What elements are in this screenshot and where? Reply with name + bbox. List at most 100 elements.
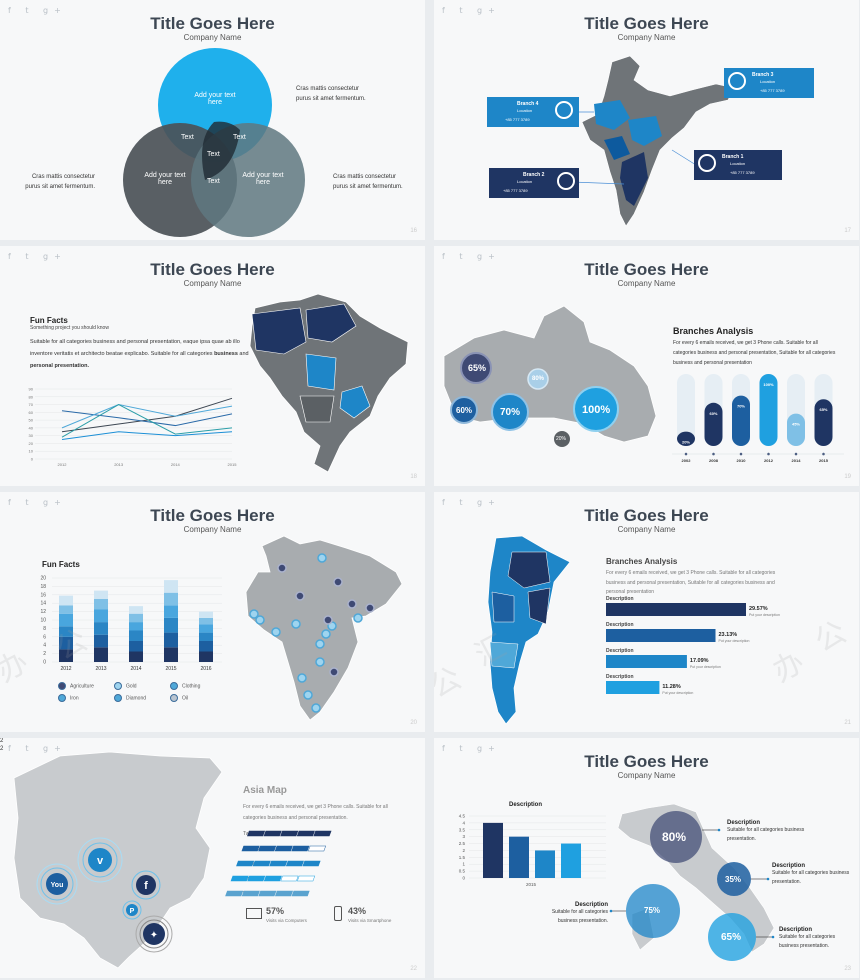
pill-bar xyxy=(704,402,723,446)
y-tick-label: 16 xyxy=(40,592,46,598)
bar-segment xyxy=(263,830,282,837)
y-tick-label: 3 xyxy=(462,834,465,839)
x-tick-label: 2015 xyxy=(819,458,829,463)
slide-asia-map[interactable]: f t g+ You v f P ✦ 2 2 Asia Map For ever… xyxy=(0,738,425,978)
bar-segment xyxy=(129,630,143,641)
y-tick-label: 4.5 xyxy=(459,814,466,819)
branch-1-card[interactable]: Branch 1 Location +85 777 3789 xyxy=(694,150,782,180)
slide-brazil-fun-facts[interactable]: f t g+ Title Goes Here Company Name Fun … xyxy=(0,246,425,486)
bar-segment xyxy=(199,611,213,618)
pill-track xyxy=(677,374,695,446)
slide-title: Title Goes Here xyxy=(150,14,275,33)
x-tick-label: 2012 xyxy=(60,666,71,672)
bar-sub-label: Put your description xyxy=(662,691,693,695)
bar-segment xyxy=(59,636,73,650)
bar-value-label: 65% xyxy=(819,407,827,412)
venn-left-text: Add your text here xyxy=(144,172,186,186)
slide-argentina-branches[interactable]: f t g+ Title Goes Here Company Name Bran… xyxy=(434,492,859,732)
bar xyxy=(509,836,529,878)
slide-venn[interactable]: f t g+ Title Goes Here Company Name Add … xyxy=(0,0,425,240)
slide-africa-fun-facts[interactable]: f t g+ Title Goes Here Company Name Fun … xyxy=(0,492,425,732)
y-tick-label: 2 xyxy=(43,651,46,657)
antenna-icon xyxy=(698,154,716,172)
y-tick-label: 8 xyxy=(43,626,46,632)
pct-smartphone: 43% xyxy=(348,906,367,916)
bar-segment xyxy=(302,860,321,867)
bar-segment xyxy=(59,595,73,606)
venn-intersect-3: Text xyxy=(207,151,220,158)
venn-note-left: Cras mattis consectetur purus sit amet f… xyxy=(25,174,95,190)
asia-map: You v f P ✦ xyxy=(13,751,223,969)
bar-segment xyxy=(164,647,178,662)
pill-bar xyxy=(814,399,833,446)
y-tick-label: 14 xyxy=(40,601,46,607)
hbar xyxy=(606,655,687,668)
youtube-icon: You xyxy=(51,882,64,889)
brazil-map xyxy=(249,293,409,473)
line-chart: 0 10 20 30 40 50 60 70 80 90 2012 2013 2014 2015 xyxy=(29,387,238,468)
bar-segment xyxy=(94,599,108,610)
bar-segment xyxy=(94,609,108,623)
social-icons: f t g+ xyxy=(442,6,501,15)
canada-pct-100: 100% xyxy=(582,404,611,416)
italy-map xyxy=(609,803,775,961)
y-tick-label: 80 xyxy=(29,394,34,399)
fun-facts-heading: Fun Facts xyxy=(42,560,80,569)
asia-map-heading: Asia Map xyxy=(243,785,287,796)
series-line xyxy=(61,397,233,433)
slide-title: Title Goes Here xyxy=(584,752,709,771)
y-tick-label: 10 xyxy=(40,618,46,624)
social-icons: f t g+ xyxy=(8,744,67,753)
slide-italy[interactable]: f t g+ Title Goes Here Company Name 0 0.5… xyxy=(434,738,859,978)
x-tick-label: 2002 xyxy=(682,458,692,463)
branch-2-card[interactable]: Branch 2 Location +85 777 3789 xyxy=(489,168,579,198)
italy-pct-75: 75% xyxy=(644,906,661,915)
bar-segment xyxy=(199,641,213,652)
lbl-smartphone: Visits via Smartphone xyxy=(348,918,392,923)
bar-segment xyxy=(164,605,178,618)
slide-canada-branches[interactable]: f t g+ Title Goes Here Company Name 65% … xyxy=(434,246,859,486)
bar-segment xyxy=(296,830,315,837)
bar-segment xyxy=(258,890,277,897)
venn-intersect-1: Text xyxy=(181,134,194,141)
series-line xyxy=(61,403,233,438)
bar-value-label: 45% xyxy=(792,422,800,427)
bar-value-label: 11.28% xyxy=(662,684,680,690)
social-icons: f t g+ xyxy=(8,498,67,507)
legend-item: Oil xyxy=(170,694,188,702)
bar-segment xyxy=(94,647,108,662)
series-line xyxy=(61,431,233,441)
bar-segment xyxy=(129,613,143,623)
y-tick-label: 0 xyxy=(31,457,34,462)
legend-item: Gold xyxy=(114,682,137,690)
branch-3-card[interactable]: Branch 3 Location +85 777 3789 xyxy=(724,68,814,98)
bar-segment xyxy=(241,845,260,852)
legend-item: Iron xyxy=(58,694,79,702)
social-icons: f t g+ xyxy=(442,252,501,261)
bar-segment xyxy=(164,632,178,648)
x-tick-label: 2013 xyxy=(95,666,106,672)
bar-segment xyxy=(129,651,143,662)
social-icons: f t g+ xyxy=(8,6,67,15)
company-name: Company Name xyxy=(183,279,242,288)
italy-desc-2: Description Suitable for all categories … xyxy=(772,863,850,885)
bar-segment xyxy=(199,632,213,641)
page-number: 16 xyxy=(410,228,417,234)
branch-4-card[interactable]: Branch 4 Location +85 777 3789 xyxy=(487,97,579,127)
bar xyxy=(561,843,581,878)
coffee-icon xyxy=(557,172,575,190)
y-tick-label: 50 xyxy=(29,418,34,423)
venn-intersect-4: Text xyxy=(207,178,220,185)
bar-segment xyxy=(164,580,178,593)
bar-segment xyxy=(313,830,332,837)
bar-category-label: Description xyxy=(606,622,634,628)
y-tick-label: 70 xyxy=(29,402,34,407)
fun-facts-sub: Something project you should know xyxy=(30,325,109,331)
venn-intersect-2: Text xyxy=(233,134,246,141)
slide-india-branches[interactable]: f t g+ Title Goes Here Company Name Bran… xyxy=(434,0,859,240)
slide-title: Title Goes Here xyxy=(150,260,275,279)
series-line xyxy=(61,410,233,427)
pinterest-icon: P xyxy=(130,908,135,915)
bar-category-label: Description xyxy=(606,648,634,654)
x-tick-label: 2014 xyxy=(792,458,802,463)
